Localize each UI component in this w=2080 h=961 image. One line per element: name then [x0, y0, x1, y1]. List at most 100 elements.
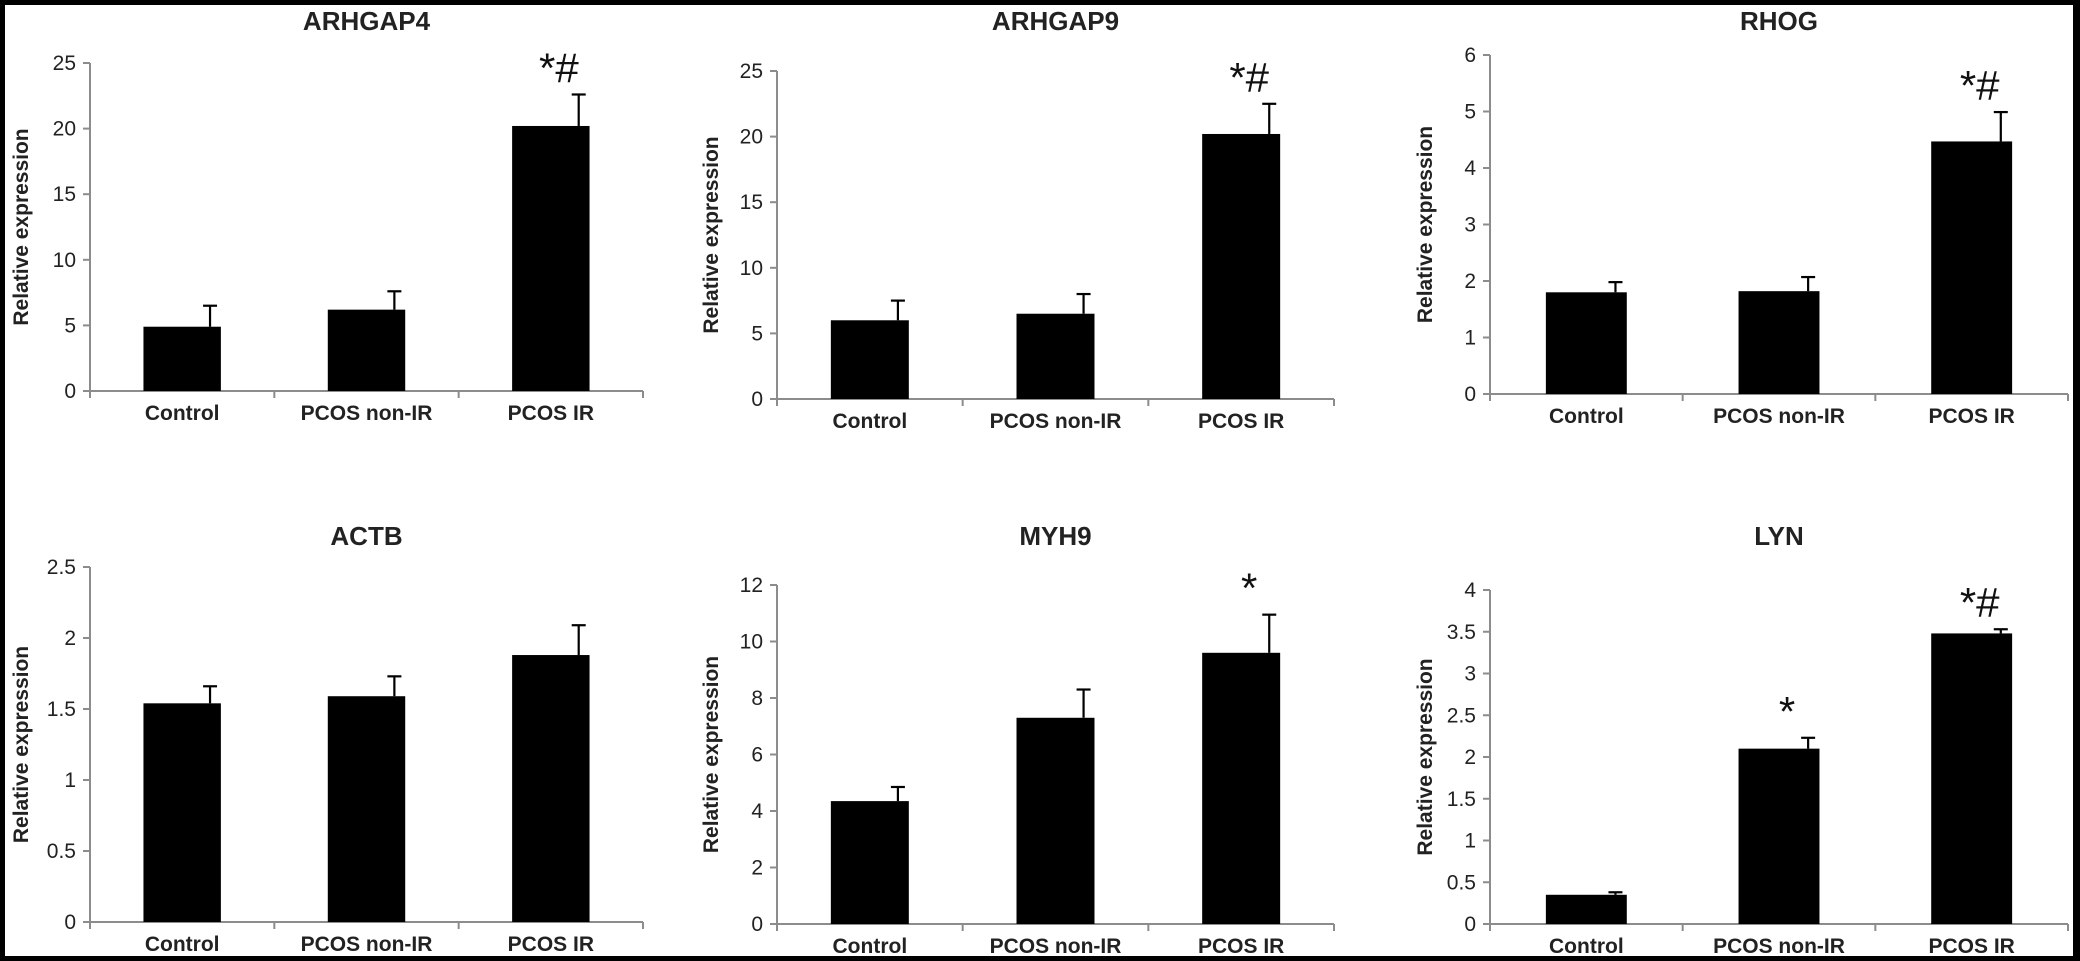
y-tick-label: 1.5 [1447, 788, 1476, 811]
significance-marker: * [1779, 688, 1795, 735]
y-tick-label: 6 [1464, 44, 1476, 67]
bar-pcos-ir [512, 125, 590, 391]
y-tick-label: 4 [1464, 579, 1476, 602]
bar-pcos-non-ir [1738, 748, 1820, 924]
y-axis-label: Relative expression [1414, 658, 1437, 855]
category-label: PCOS non-IR [990, 410, 1122, 433]
y-tick-label: 1.5 [47, 698, 76, 721]
y-tick-label: 12 [740, 574, 763, 597]
y-tick-label: 4 [751, 800, 763, 823]
y-tick-label: 15 [740, 191, 763, 214]
y-tick-label: 0 [64, 380, 76, 403]
category-label: Control [145, 402, 220, 425]
y-tick-label: 2.5 [47, 556, 76, 579]
category-label: Control [1549, 405, 1624, 428]
y-tick-label: 0 [751, 388, 763, 411]
category-label: PCOS non-IR [990, 935, 1122, 956]
y-tick-label: 25 [53, 52, 76, 75]
chart-title: ARHGAP4 [303, 6, 431, 36]
y-tick-label: 0 [1464, 383, 1476, 406]
bar-pcos-ir [512, 655, 590, 922]
y-tick-label: 15 [53, 183, 76, 206]
category-label: Control [1549, 935, 1624, 956]
bar-pcos-non-ir [1738, 291, 1820, 394]
y-tick-label: 0 [751, 913, 763, 936]
bar-pcos-non-ir [327, 309, 406, 391]
chart-title: LYN [1754, 521, 1804, 551]
y-axis-label: Relative expression [10, 646, 33, 843]
y-axis-label: Relative expression [1414, 126, 1437, 323]
y-tick-label: 2.5 [1447, 704, 1476, 727]
significance-marker: *# [1960, 579, 2000, 626]
chart-panel-6: LYN Relative expression 0 0.5 1 1.5 2 2.5 3 3.5 4 C… [1414, 521, 2069, 956]
chart-panel-3: RHOG Relative expression 0 1 2 3 4 5 6 Control PCO… [1414, 6, 2069, 428]
y-tick-label: 1 [64, 769, 76, 792]
significance-marker: *# [539, 44, 579, 91]
figure-panel: ARHGAP4 Relative expression 0 5 10 15 20 25 Cont… [5, 5, 2073, 956]
y-tick-label: 2 [751, 857, 763, 880]
y-tick-label: 8 [751, 687, 763, 710]
significance-marker: *# [1960, 62, 2000, 109]
y-tick-label: 20 [53, 118, 76, 141]
chart-title: ARHGAP9 [992, 6, 1119, 36]
chart-panel-5: MYH9 Relative expression 0 2 4 6 8 10 12 Control P… [700, 521, 1335, 956]
category-label: PCOS non-IR [1713, 405, 1845, 428]
chart-title: RHOG [1740, 6, 1818, 36]
y-tick-label: 2 [1464, 270, 1476, 293]
category-label: Control [145, 933, 220, 956]
category-label: Control [833, 935, 908, 956]
y-tick-label: 10 [740, 257, 763, 280]
y-tick-label: 1 [1464, 327, 1476, 350]
y-tick-label: 0 [64, 911, 76, 934]
y-tick-label: 0 [1464, 913, 1476, 936]
y-axis-label: Relative expression [10, 128, 33, 325]
significance-marker: * [1241, 565, 1257, 612]
y-tick-label: 1 [1464, 830, 1476, 853]
y-tick-label: 5 [1464, 101, 1476, 124]
category-label: Control [833, 410, 908, 433]
category-label: PCOS non-IR [301, 933, 433, 956]
y-tick-label: 3 [1464, 663, 1476, 686]
bar-control [143, 703, 221, 922]
y-tick-label: 5 [751, 322, 763, 345]
category-label: PCOS IR [508, 933, 594, 956]
y-tick-label: 2 [64, 627, 76, 650]
y-tick-label: 2 [1464, 746, 1476, 769]
bar-control [1545, 894, 1627, 924]
bar-pcos-non-ir [1016, 717, 1095, 924]
category-label: PCOS IR [508, 402, 594, 425]
y-tick-label: 10 [740, 631, 763, 654]
category-label: PCOS non-IR [301, 402, 433, 425]
bar-control [830, 320, 909, 399]
y-tick-label: 3.5 [1447, 621, 1476, 644]
bar-pcos-ir [1931, 141, 2013, 394]
y-tick-label: 0.5 [1447, 871, 1476, 894]
chart-panel-1: ARHGAP4 Relative expression 0 5 10 15 20 25 Cont… [10, 6, 644, 425]
bar-pcos-non-ir [1016, 313, 1095, 399]
category-label: PCOS IR [1198, 935, 1284, 956]
y-tick-label: 10 [53, 249, 76, 272]
chart-panel-4: ACTB Relative expression 0 0.5 1 1.5 2 2.5 Contr… [10, 521, 644, 956]
y-tick-label: 20 [740, 126, 763, 149]
bar-pcos-ir [1931, 633, 2013, 924]
y-tick-label: 3 [1464, 214, 1476, 237]
y-tick-label: 6 [751, 744, 763, 767]
category-label: PCOS IR [1198, 410, 1284, 433]
bar-pcos-non-ir [327, 696, 406, 922]
y-tick-label: 4 [1464, 157, 1476, 180]
bar-control [830, 801, 909, 924]
bar-pcos-ir [1202, 133, 1281, 399]
y-tick-label: 25 [740, 60, 763, 83]
category-label: PCOS IR [1928, 405, 2014, 428]
category-label: PCOS non-IR [1713, 935, 1845, 956]
chart-panel-2: ARHGAP9 Relative expression 0 5 10 15 20 25 Cont… [700, 6, 1335, 433]
y-tick-label: 0.5 [47, 840, 76, 863]
bar-control [143, 326, 221, 391]
bar-control [1545, 292, 1627, 394]
y-axis-label: Relative expression [700, 136, 723, 333]
significance-marker: *# [1229, 54, 1269, 101]
y-axis-label: Relative expression [700, 656, 723, 853]
y-tick-label: 5 [64, 314, 76, 337]
